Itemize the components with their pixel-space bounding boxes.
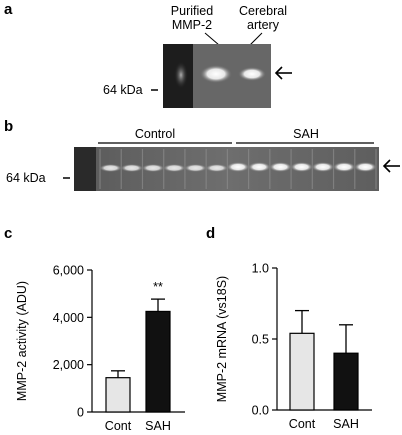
significance-marker: ** [153, 280, 163, 294]
panel-b: b Control SAH 64 kDa [4, 118, 400, 191]
blot-band [268, 162, 293, 172]
size-marker-b: 64 kDa [6, 171, 46, 185]
lane-label-cerebral-line2: artery [247, 18, 280, 32]
y-tick-label: 0.0 [252, 404, 269, 418]
lane-label-purified-line1: Purified [171, 4, 213, 18]
x-tick-label: SAH [145, 419, 171, 433]
blot-band [353, 162, 378, 172]
size-marker-a: 64 kDa [103, 83, 143, 97]
bar-sah [145, 310, 171, 413]
band-purified [200, 65, 232, 83]
panel-d: d 0.0 0.5 1.0 MMP-2 mRNA (vs18S) Cont SAH [206, 225, 372, 431]
arrow-icon [274, 66, 292, 80]
band-cerebral [238, 67, 266, 81]
y-tick-label: 6,000 [53, 264, 84, 278]
gel-blot-b [74, 147, 379, 191]
group-label-control: Control [135, 127, 175, 141]
x-tick-label: Cont [105, 419, 132, 433]
panel-b-letter: b [4, 118, 13, 135]
gel-blot-a [163, 44, 271, 108]
arrow-icon [382, 159, 400, 173]
chart-d: 0.0 0.5 1.0 MMP-2 mRNA (vs18S) Cont SAH [215, 262, 372, 431]
x-tick-label: SAH [333, 417, 359, 431]
y-tick-label: 0 [77, 406, 84, 420]
x-tick-label: Cont [289, 417, 316, 431]
blot-band [290, 162, 314, 172]
blot-band [205, 164, 229, 172]
bar-cont [105, 377, 131, 413]
chart-c: 0 2,000 4,000 6,000 MMP-2 activity (ADU) Cont… [15, 264, 185, 433]
blot-band [183, 164, 208, 172]
panel-a-letter: a [4, 1, 13, 18]
bar-sah [333, 352, 359, 411]
y-tick-label: 0.5 [252, 333, 269, 347]
bar-cont [289, 332, 315, 411]
y-axis-label: MMP-2 mRNA (vs18S) [215, 276, 229, 402]
panel-a: a Purified MMP-2 Cerebral artery 64 kDa [4, 1, 292, 108]
blot-band [98, 164, 123, 172]
lane-label-cerebral-line1: Cerebral [239, 4, 287, 18]
group-label-sah: SAH [293, 127, 319, 141]
lane-leader-purified [204, 32, 220, 46]
blot-band [311, 162, 335, 172]
lane-label-purified-line2: MMP-2 [172, 18, 212, 32]
blot-band [332, 162, 356, 172]
y-tick-label: 4,000 [53, 311, 84, 325]
blot-band [141, 164, 165, 172]
panel-d-letter: d [206, 225, 215, 242]
lane-leader-cerebral [249, 32, 263, 46]
y-axis-label: MMP-2 activity (ADU) [15, 281, 29, 401]
blot-band [226, 162, 250, 172]
y-tick-label: 2,000 [53, 358, 84, 372]
panel-c-letter: c [4, 225, 12, 242]
y-tick-label: 1.0 [252, 262, 269, 276]
blot-band [162, 164, 186, 172]
blot-band [247, 162, 271, 172]
panel-c: c 0 2,000 4,000 6,000 MMP-2 activity (ADU) Co… [4, 225, 185, 433]
blot-band [120, 164, 144, 172]
